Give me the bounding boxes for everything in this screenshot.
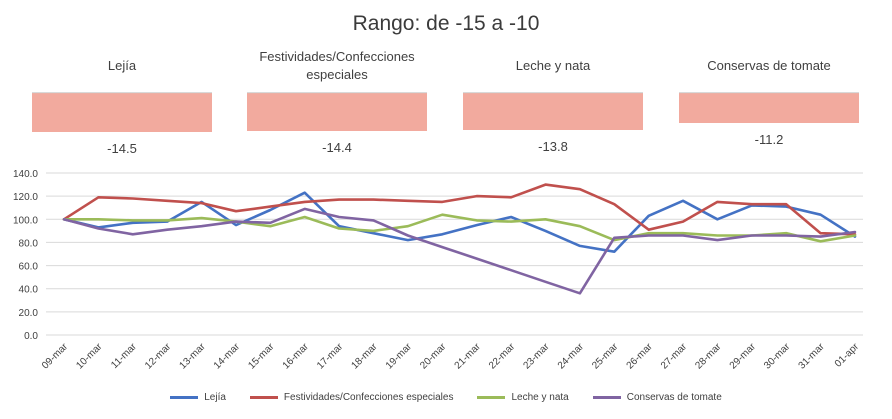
legend-item: Festividades/Confecciones especiales: [249, 392, 454, 403]
legend-swatch: [249, 396, 278, 399]
x-tick-label: 29-mar: [728, 341, 759, 372]
bar-data-label: -13.8: [538, 138, 568, 154]
x-tick-label: 20-mar: [418, 341, 449, 372]
x-tick-label: 13-mar: [178, 341, 209, 372]
legend-label: Lejía: [204, 392, 226, 403]
x-tick-label: 22-mar: [487, 341, 518, 372]
series-line: [62, 207, 857, 295]
bar-data-label: -11.2: [754, 132, 784, 148]
legend-swatch: [170, 396, 199, 399]
y-tick-label: 100.0: [13, 215, 38, 226]
y-tick-label: 140.0: [13, 169, 38, 180]
x-tick-label: 26-mar: [625, 341, 656, 372]
bar-category-label: Festividades/Confecciones especiales: [259, 49, 415, 82]
bar-axis: -11.2: [679, 92, 859, 147]
y-tick-label: 120.0: [13, 192, 38, 203]
legend-item: Lejía: [170, 392, 226, 403]
x-tick-label: 09-mar: [40, 341, 71, 372]
x-tick-label: 21-mar: [453, 341, 484, 372]
legend-swatch: [477, 396, 506, 399]
bar-data-label: -14.5: [107, 140, 137, 156]
x-tick-label: 10-mar: [74, 341, 105, 372]
bar-data-label: -14.4: [322, 140, 352, 156]
x-tick-label: 16-mar: [281, 341, 312, 372]
bar-panel: Conservas de tomate -11.2: [669, 44, 869, 147]
x-tick-label: 31-mar: [797, 341, 828, 372]
bar-axis: -14.4: [247, 92, 427, 155]
y-tick-label: 0.0: [24, 331, 38, 342]
x-tick-label: 17-mar: [315, 341, 346, 372]
bar-panel: Leche y nata -13.8: [453, 44, 653, 154]
y-tick-label: 40.0: [19, 285, 39, 296]
bar-category-label: Lejía: [107, 58, 137, 73]
x-tick-label: 11-mar: [109, 341, 139, 371]
y-tick-label: 20.0: [19, 308, 39, 319]
bar: [247, 93, 427, 132]
x-tick-label: 30-mar: [762, 341, 793, 372]
chart-title: Rango: de -15 a -10: [352, 12, 540, 35]
legend-label: Leche y nata: [511, 392, 569, 403]
x-tick-label: 23-mar: [521, 341, 552, 372]
bar-panel: Festividades/Confecciones especiales -14.…: [237, 44, 437, 155]
y-tick-label: 80.0: [19, 238, 39, 249]
x-tick-label: 19-mar: [384, 341, 415, 372]
bar-axis: -13.8: [463, 92, 643, 154]
bar-category-label: Conservas de tomate: [707, 58, 831, 73]
bar: [679, 93, 859, 124]
x-tick-label: 14-mar: [212, 341, 243, 372]
line-chart-legend: Lejía Festividades/Confecciones especiale…: [0, 392, 892, 403]
bar-axis: -14.5: [32, 92, 212, 156]
series-line: [62, 213, 857, 243]
legend-item: Leche y nata: [477, 392, 569, 403]
x-tick-label: 18-mar: [349, 341, 380, 372]
series-line: [62, 191, 857, 253]
legend-item: Conservas de tomate: [592, 392, 722, 403]
bar: [463, 93, 643, 130]
x-tick-label: 27-mar: [659, 341, 690, 372]
x-tick-label: 01-apr: [833, 341, 862, 370]
x-tick-label: 25-mar: [590, 341, 621, 372]
bar-panel: Lejía -14.5: [22, 44, 222, 156]
legend-label: Festividades/Confecciones especiales: [283, 392, 454, 403]
bar-category-label: Leche y nata: [515, 58, 591, 73]
y-tick-label: 60.0: [19, 262, 39, 273]
x-tick-label: 12-mar: [143, 341, 174, 372]
x-tick-label: 15-mar: [246, 341, 277, 372]
bar: [32, 93, 212, 132]
x-tick-label: 24-mar: [556, 341, 587, 372]
series-line: [62, 183, 857, 236]
x-tick-label: 28-mar: [693, 341, 724, 372]
line-chart: 0.0 20.0 40.0 60.0 80.0 100.0 120.0 140.0 09-mar…: [13, 169, 863, 372]
legend-swatch: [592, 396, 621, 399]
legend-label: Conservas de tomate: [626, 392, 722, 403]
